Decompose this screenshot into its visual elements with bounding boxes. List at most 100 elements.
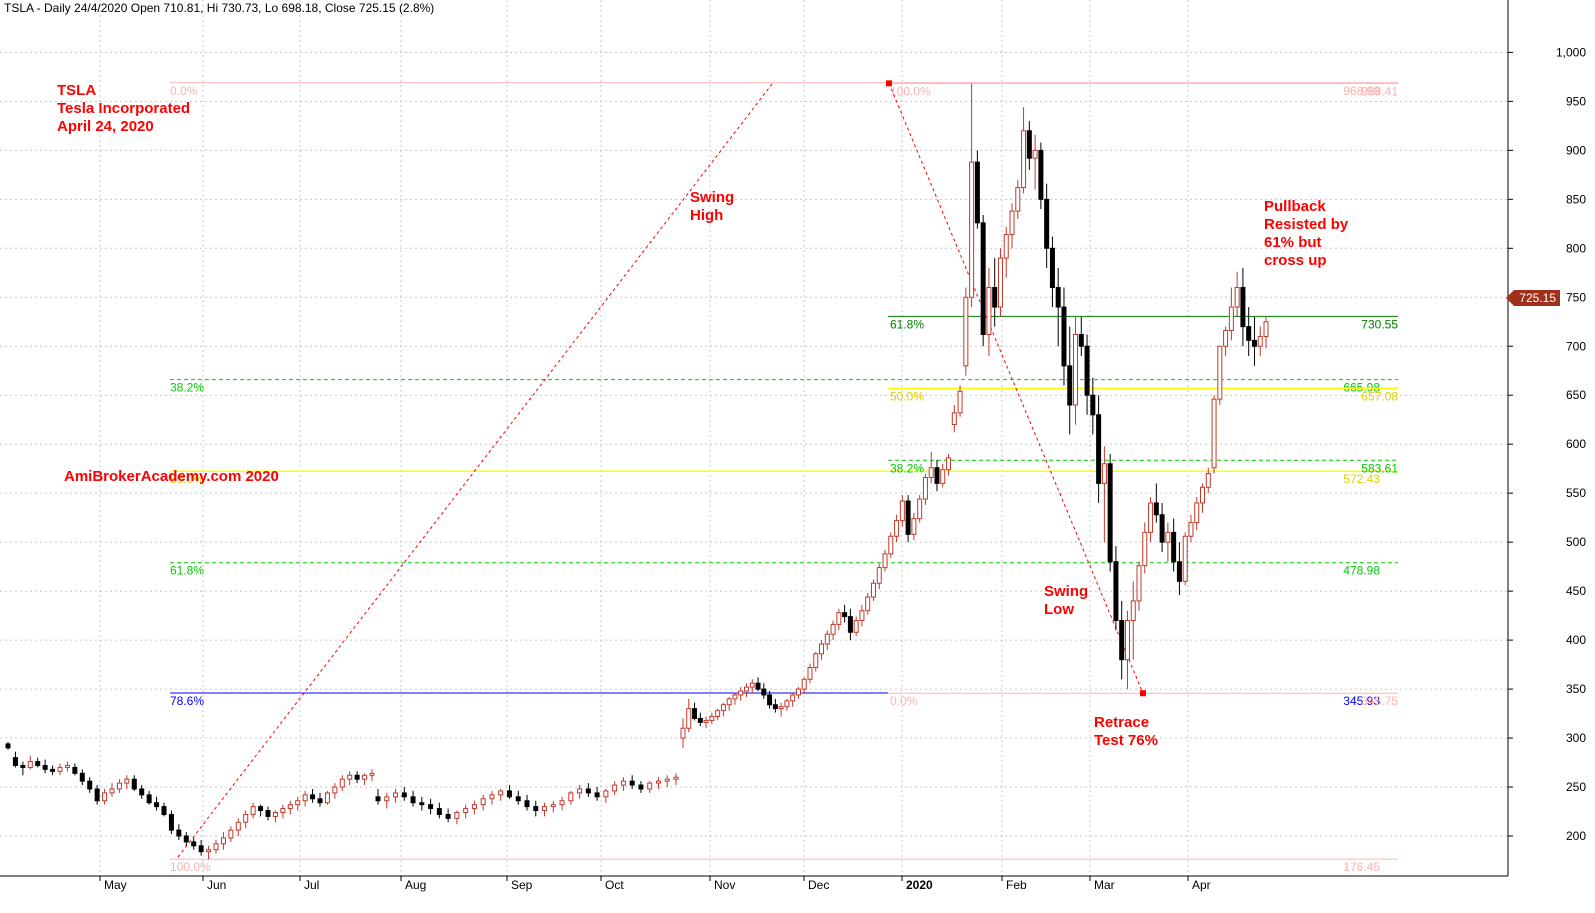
candle-body [1003,234,1009,259]
candle-body [176,829,182,837]
candle-body [772,704,778,710]
candle-body [116,782,122,790]
chart-header: TSLA - Daily 24/4/2020 Open 710.81, Hi 7… [4,1,435,15]
candle-body [454,811,460,819]
candle-body [1090,394,1096,416]
candle-body [1188,522,1194,537]
candle-body [480,798,486,806]
candle-body [559,800,565,806]
candle-body [647,782,653,790]
candle-body [836,612,842,625]
candle-body [620,780,626,786]
y-tick-label: 450 [1566,584,1586,598]
candle-body [847,616,853,633]
candle-body [1078,333,1084,347]
candle-body [928,467,934,479]
candle-body [280,808,286,813]
candle-body [749,682,755,688]
candle-body [1107,463,1113,563]
candle-body [243,813,249,823]
candle-body [629,780,635,786]
candle-body [471,804,477,810]
fib-left-level-value: 176.45 [1343,860,1380,874]
pullback-annotation: Pullback Resisted by 61% but cross up [1264,198,1348,270]
candle-body [183,835,189,843]
candle-body [1136,565,1142,602]
fib-left-level-label: 78.6% [170,694,204,708]
swing-low-marker [1140,690,1146,697]
candle-body [1055,286,1061,308]
candle-body [87,780,93,790]
candle-body [310,794,316,800]
candle-body [876,567,882,584]
candle-body [974,161,980,224]
candle-body [272,811,278,817]
x-tick-label: May [104,878,127,892]
x-tick-label: Apr [1192,878,1211,892]
candle-body [250,806,256,815]
candle-body [1263,321,1269,337]
candle-body [1130,600,1136,622]
x-tick-label: Jul [304,878,319,892]
candle-body [940,469,946,484]
candle-body [1205,473,1211,488]
y-tick-label: 700 [1566,339,1586,353]
candle-body [795,688,801,696]
y-tick-label: 300 [1566,731,1586,745]
candle-body [899,500,905,522]
candle-body [1257,335,1263,347]
candle-body [5,743,11,749]
fib-left-level-value: 478.98 [1343,564,1380,578]
candle-body [1217,345,1223,400]
candle-body [1119,620,1125,661]
candle-body [594,792,600,798]
candle-body [50,768,56,772]
candle-body [235,821,241,831]
candle-body [732,694,738,700]
candle-body [139,788,145,796]
fib-left-level-value: 572.43 [1343,472,1380,486]
candle-body [778,706,784,710]
candle-body [888,535,894,555]
candle-body [1251,339,1257,347]
candle-body [1153,502,1159,516]
candle-body [738,690,744,696]
candle-body [258,806,264,812]
title-line: TSLA [57,82,97,99]
candle-body [1246,326,1252,341]
candle-body [384,796,390,802]
candle-body [870,582,876,598]
fib-left-level-label: 100.0% [170,860,211,874]
candle-body [1165,531,1171,543]
candle-body [265,810,271,817]
x-tick-label: Jun [207,878,226,892]
x-tick-label: 2020 [906,878,933,892]
candle-body [1194,502,1200,524]
candle-body [709,716,715,721]
candle-body [354,774,360,780]
fib-right-level-value: 583.61 [1361,461,1398,475]
candle-body [72,766,78,774]
candle-body [568,792,574,802]
candle-body [853,620,859,633]
fib-right-level-label: 0.0% [890,694,918,708]
candle-body [980,222,986,335]
candle-body [161,806,167,815]
candle-body [228,829,234,839]
candle-body [295,800,301,806]
candle-body [761,688,767,696]
candle-body [1182,535,1188,582]
candle-body [697,717,703,723]
x-tick-label: Aug [405,878,426,892]
y-tick-label: 750 [1566,290,1586,304]
candle-body [79,772,85,782]
y-tick-label: 250 [1566,780,1586,794]
fib-right-level-value: 730.55 [1361,317,1398,331]
trend-line-swing-down [888,83,1144,694]
candle-body [726,698,732,706]
x-tick-label: Nov [714,878,735,892]
y-tick-label: 550 [1566,486,1586,500]
swing-high-line: Swing [690,189,735,206]
